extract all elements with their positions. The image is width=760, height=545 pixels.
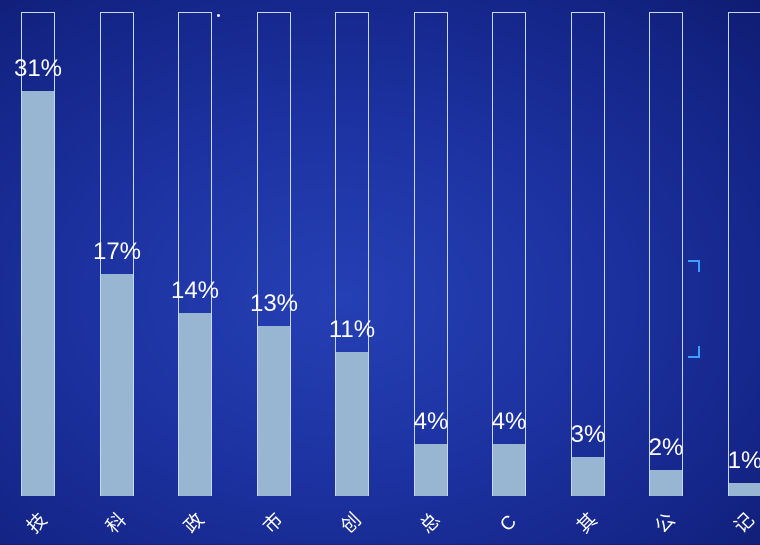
category-label: C: [488, 503, 530, 545]
bar-value-label: 14%: [160, 279, 230, 303]
bar-value-label: 2%: [631, 436, 701, 460]
bar: [493, 444, 525, 496]
category-label: 其: [567, 503, 609, 545]
category-label: 市: [253, 503, 295, 545]
bar: [101, 274, 133, 496]
bar-value-label: 4%: [474, 410, 544, 434]
category-label: 创: [331, 503, 373, 545]
bar: [22, 91, 54, 496]
bar-track: [335, 12, 369, 496]
decorative-bracket-top: [688, 260, 700, 272]
category-label: 公: [645, 503, 687, 545]
bar: [729, 483, 760, 496]
category-label: 科: [96, 503, 138, 545]
bar-value-label: 4%: [396, 410, 466, 434]
decorative-bracket-bottom: [688, 346, 700, 358]
bar: [650, 470, 682, 496]
bar-value-label: 13%: [239, 292, 309, 316]
bar-value-label: 3%: [553, 423, 623, 447]
bar: [258, 326, 290, 496]
bar: [179, 313, 211, 496]
bar-value-label: 11%: [317, 318, 387, 342]
bar-value-label: 1%: [710, 449, 760, 473]
bar-track: [21, 12, 55, 496]
decorative-star: [217, 14, 220, 17]
bar-track: [649, 12, 683, 496]
bar-value-label: 17%: [82, 240, 152, 264]
bar-value-label: 31%: [3, 57, 73, 81]
bar: [336, 352, 368, 496]
bar: [415, 444, 447, 496]
bar-track: [178, 12, 212, 496]
category-label: 记: [724, 503, 760, 545]
category-label: 总: [410, 503, 452, 545]
bar-track: [257, 12, 291, 496]
category-label: 技: [17, 503, 59, 545]
bar-track: [728, 12, 760, 496]
category-label: 政: [174, 503, 216, 545]
bar: [572, 457, 604, 496]
